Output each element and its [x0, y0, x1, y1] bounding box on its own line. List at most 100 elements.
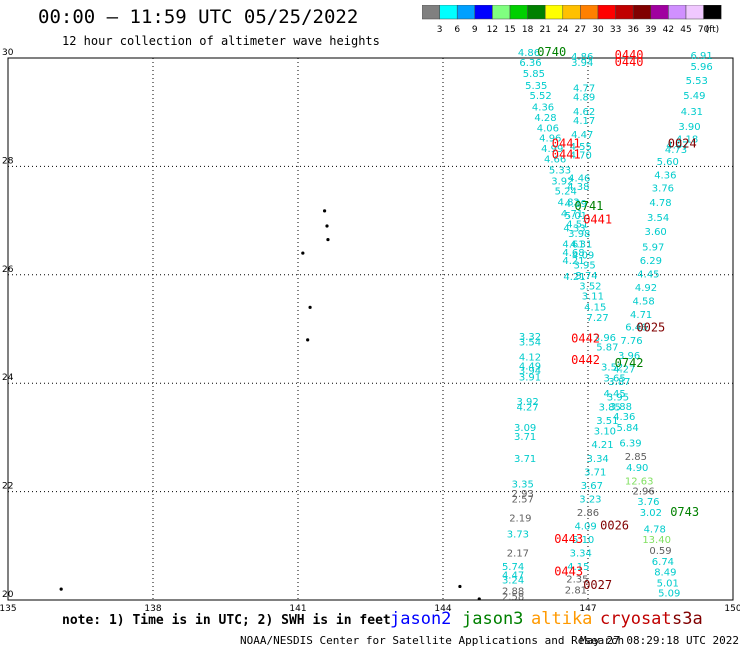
wave-height-label: 2.93: [512, 489, 534, 500]
wave-height-label: 3.96: [618, 351, 640, 362]
colorbar-unit: (ft): [706, 25, 720, 35]
pass-time-label: 0440: [615, 48, 644, 62]
wave-height-label: 4.55: [570, 142, 592, 153]
wave-height-label: 2.88: [502, 587, 524, 598]
wave-height-label: 4.36: [532, 103, 554, 114]
wave-height-label: 4.09: [572, 251, 594, 262]
colorbar-tick: 27: [575, 25, 586, 35]
wave-height-label: 3.95: [573, 260, 595, 271]
wave-height-label: 2.58: [502, 592, 524, 603]
colorbar-tick: 9: [472, 25, 478, 35]
wave-height-label: 4.62: [573, 107, 595, 118]
colorbar-tick: 36: [627, 25, 639, 35]
legend-altika: altika: [531, 609, 593, 629]
wave-height-label: 3.94: [519, 366, 541, 377]
wave-height-label: 4.28: [534, 113, 556, 124]
colorbar-tick: 24: [557, 25, 569, 35]
wave-height-label: 4.47: [571, 130, 593, 141]
wave-height-label: 3.91: [519, 372, 541, 383]
wave-height-label: 4.46: [568, 174, 590, 185]
island-marker: [322, 209, 327, 213]
wave-height-label: 2.81: [565, 585, 587, 596]
wave-height-label: 4.15: [567, 562, 589, 573]
wave-height-label: 3.71: [514, 432, 536, 443]
pass-time-label: 0025: [636, 321, 665, 335]
chart-subtitle: 12 hour collection of altimeter wave hei…: [62, 34, 380, 48]
wave-height-label: 3.67: [581, 481, 603, 492]
wave-height-label: 5.52: [530, 91, 552, 102]
wave-height-label: 6.74: [652, 557, 674, 568]
wave-height-label: 4.09: [574, 522, 596, 533]
wave-height-label: 4.73: [665, 145, 687, 156]
wave-height-label: 6.36: [519, 58, 541, 69]
wave-height-label: 4.97: [666, 141, 688, 152]
wave-height-label: 4.82: [558, 197, 580, 208]
wave-height-label: 3.54: [519, 337, 541, 348]
wave-height-label: 3.92: [551, 176, 573, 187]
wave-height-label: 3.74: [575, 271, 597, 282]
wave-height-label: 4.58: [632, 297, 654, 308]
footer-note: note: 1) Time is in UTC; 2) SWH is in fe…: [62, 613, 391, 628]
wave-height-label: 4.27: [613, 364, 635, 375]
wave-height-label: 3.02: [640, 508, 662, 519]
wave-height-label: 5.10: [572, 535, 594, 546]
pass-time-label: 0026: [600, 519, 629, 533]
island-marker: [308, 305, 312, 309]
wave-height-label: 6.39: [619, 439, 641, 450]
wave-height-label: 3.54: [647, 213, 669, 224]
pass-time-label: 0442: [571, 332, 600, 346]
colorbar-tick: 21: [539, 25, 550, 35]
wave-height-label: 5.01: [657, 578, 679, 589]
wave-height-label: 3.34: [570, 549, 592, 560]
x-tick-label: 144: [434, 604, 451, 614]
x-tick-label: 150: [724, 604, 740, 614]
pass-time-label: 0741: [575, 199, 604, 213]
pass-time-label: 0743: [670, 505, 699, 519]
wave-height-label: 5.60: [657, 157, 679, 168]
wave-height-label: 3.98: [568, 229, 590, 240]
wave-height-label: 3.87: [608, 377, 630, 388]
pass-time-label: 0742: [615, 356, 644, 370]
wave-height-label: 3.95: [607, 393, 629, 404]
y-tick-label: 22: [2, 482, 13, 492]
wave-height-label: 2.35: [566, 575, 588, 586]
wave-height-label: 2.86: [577, 508, 599, 519]
colorbar-swatch: [703, 5, 722, 20]
wave-height-label: 3.76: [652, 183, 674, 194]
wave-height-label: 3.52: [601, 363, 623, 374]
wave-height-label: 3.85: [599, 402, 621, 413]
wave-height-label: 6.91: [690, 51, 712, 62]
wave-height-label: 4.36: [613, 412, 635, 423]
pass-time-label: 0441: [552, 147, 581, 161]
y-tick-label: 30: [2, 48, 14, 58]
wave-height-label: 3.11: [582, 292, 604, 303]
colorbar: 3 6 9 12 15 18 21 24 27 30 33 36 39 42 45 70(ft): [422, 5, 722, 35]
wave-height-label: 4.89: [573, 92, 595, 103]
pass-time-label: 0740: [537, 45, 566, 59]
wave-height-label: 4.18: [676, 135, 698, 146]
island-marker: [458, 584, 462, 589]
wave-height-label: 3.09: [514, 423, 536, 434]
colorbar-tick: 3: [437, 25, 443, 35]
wave-height-label: 4.71: [630, 310, 652, 321]
island-marker: [326, 237, 330, 242]
wave-height-label: 12.63: [625, 477, 654, 488]
wave-height-label: 3.88: [610, 402, 632, 413]
colorbar-tick: 70: [698, 25, 710, 35]
wave-height-label: 2.85: [625, 452, 647, 463]
pass-time-label: 0440: [615, 55, 644, 69]
x-tick-label: 135: [0, 604, 17, 614]
wave-height-label: 4.38: [567, 182, 589, 193]
wave-height-label: 4.99: [541, 144, 563, 155]
legend-cryosat: cryosat: [600, 609, 672, 629]
wave-height-label: 5.35: [525, 81, 547, 92]
pass-time-label: 0442: [571, 353, 600, 367]
wave-height-label: 4.45: [637, 270, 659, 281]
wave-height-label: 2.96: [632, 486, 654, 497]
wave-height-label: 6.29: [640, 256, 662, 267]
x-tick-label: 147: [579, 604, 596, 614]
wave-height-label: 4.21: [563, 272, 585, 283]
wave-height-label: 4.31: [570, 240, 592, 251]
island-marker: [59, 587, 63, 591]
wave-height-label: 4.66: [544, 155, 566, 166]
